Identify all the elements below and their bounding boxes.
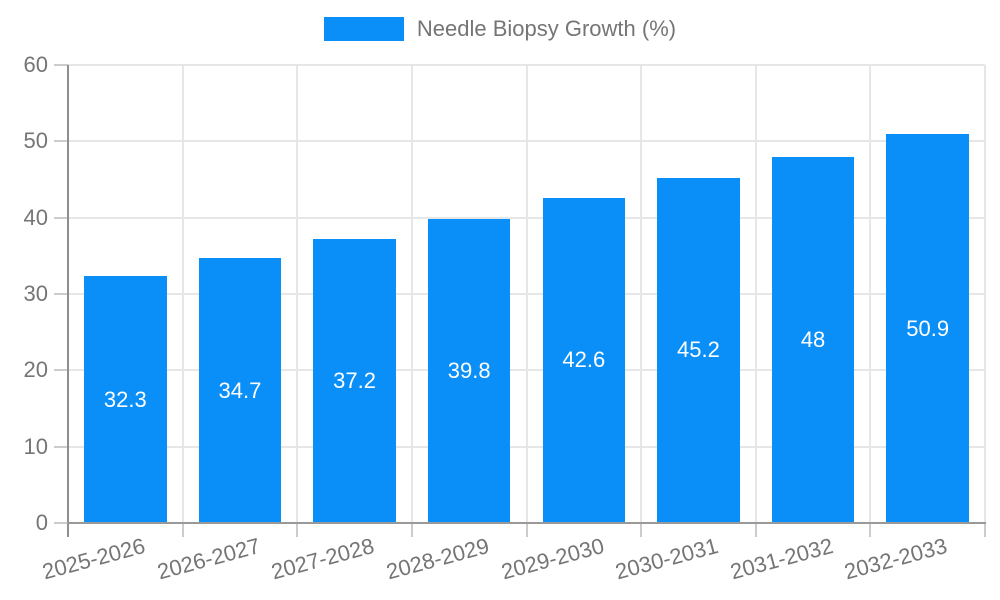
x-axis-tick [296,523,299,537]
bar-value-label: 42.6 [562,347,606,373]
x-axis-label: 2030-2031 [612,533,721,585]
x-axis-label: 2028-2029 [383,533,492,585]
x-axis-tick [410,523,413,537]
legend-swatch [323,17,404,41]
horizontal-gridline [68,293,985,295]
x-axis-tick [640,523,643,537]
bar-value-label: 50.9 [906,315,950,341]
x-axis-tick [181,523,184,537]
bar [198,258,282,523]
y-axis-label: 50 [23,128,48,154]
y-axis-tick [54,293,68,295]
chart-legend[interactable]: Needle Biopsy Growth (%) [0,15,1000,43]
bar-value-label: 32.3 [103,386,147,412]
x-axis-tick [869,523,872,537]
y-axis-tick [54,64,68,66]
bar [771,156,855,523]
bar [313,239,396,523]
horizontal-gridline [68,216,985,219]
x-axis-tick [754,523,757,537]
bar [84,276,167,523]
y-axis-label: 30 [23,281,48,306]
bar-value-label: 45.2 [677,337,720,363]
y-axis-line [67,65,69,537]
bar-value-label: 39.8 [447,358,491,384]
bar [542,197,626,523]
x-axis-tick [525,523,528,537]
bar-value-label: 34.7 [218,377,262,403]
y-axis-tick [54,369,68,372]
vertical-gridline [984,65,986,523]
legend-label: Needle Biopsy Growth (%) [416,16,677,41]
y-axis-tick [54,216,68,219]
x-axis-tick [984,523,986,537]
x-axis-line [67,522,986,524]
y-axis-label: 60 [23,52,48,77]
horizontal-gridline [68,64,985,66]
y-axis-label: 10 [23,433,48,459]
y-axis-tick [54,445,68,448]
horizontal-gridline [68,445,985,448]
bar-value-label: 37.2 [333,368,376,394]
bar-value-label: 48 [800,326,826,352]
horizontal-gridline [68,369,985,372]
x-axis-label: 2025-2026 [39,533,148,585]
x-axis-label: 2029-2030 [498,533,607,585]
bar [886,134,969,523]
bar [657,177,740,523]
x-axis-label: 2027-2028 [268,533,378,585]
x-axis-label: 2032-2033 [842,533,951,585]
y-axis-tick [54,140,68,143]
bar [427,219,511,523]
y-axis-label: 0 [35,510,48,535]
horizontal-gridline [68,140,985,143]
x-axis-label: 2031-2032 [727,533,836,585]
y-axis-label: 40 [23,204,48,230]
x-axis-label: 2026-2027 [154,533,263,585]
y-axis-label: 20 [23,357,48,383]
y-axis-tick [54,522,68,524]
